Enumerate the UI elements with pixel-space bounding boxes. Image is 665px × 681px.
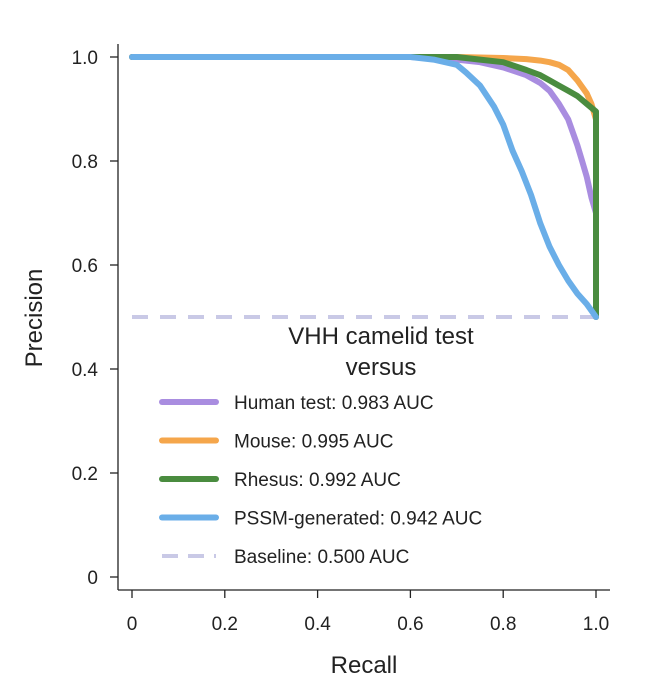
- legend-label: PSSM-generated: 0.942 AUC: [234, 509, 482, 530]
- x-axis-title: Recall: [331, 652, 398, 679]
- series-line-2: [129, 54, 599, 320]
- series-line-3: [129, 54, 599, 320]
- y-tick-label: 0: [87, 568, 98, 589]
- plot-lines: [129, 54, 599, 320]
- y-tick-label: 0.6: [72, 256, 98, 277]
- y-tick-label: 0.8: [72, 152, 98, 173]
- legend-label: Human test: 0.983 AUC: [234, 393, 434, 414]
- x-tick-label: 0.6: [397, 614, 423, 635]
- y-tick-label: 0.4: [72, 360, 99, 381]
- y-axis-title: Precision: [21, 269, 48, 368]
- legend: VHH camelid test versus Human test: 0.98…: [159, 323, 482, 568]
- x-tick-label: 1.0: [583, 614, 609, 635]
- x-ticks: 0 0.2 0.4 0.6 0.8 1.0: [127, 590, 609, 635]
- y-tick-label: 0.2: [72, 464, 98, 485]
- x-tick-label: 0.2: [212, 614, 238, 635]
- x-tick-label: 0: [127, 614, 138, 635]
- legend-label: Baseline: 0.500 AUC: [234, 547, 409, 568]
- legend-label: Rhesus: 0.992 AUC: [234, 470, 401, 491]
- legend-label: Mouse: 0.995 AUC: [234, 432, 393, 453]
- axes: [117, 44, 610, 591]
- y-tick-label: 1.0: [72, 48, 98, 69]
- y-ticks: 0 0.2 0.4 0.6 0.8 1.0: [72, 48, 118, 589]
- legend-title-line-2: versus: [346, 354, 417, 381]
- legend-title-line-1: VHH camelid test: [288, 323, 474, 350]
- x-tick-label: 0.8: [490, 614, 516, 635]
- series-line-4: [129, 54, 599, 320]
- x-tick-label: 0.4: [304, 614, 331, 635]
